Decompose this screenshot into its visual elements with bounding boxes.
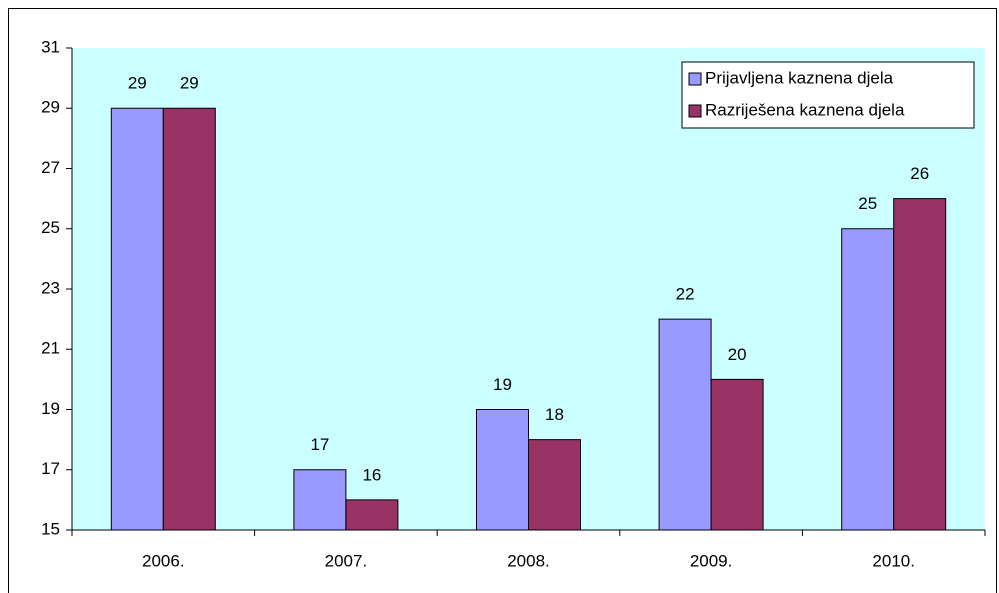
data-label: 20 [728, 345, 747, 364]
x-tick-label: 2006. [142, 551, 185, 570]
legend-label: Razriješena kaznena djela [705, 100, 905, 119]
bar [476, 409, 529, 531]
bar [293, 469, 347, 531]
bar [110, 107, 164, 531]
data-label: 29 [128, 74, 147, 93]
data-label: 16 [362, 465, 381, 484]
data-label: 19 [493, 375, 512, 394]
y-tick-label: 19 [41, 399, 60, 418]
data-label: 29 [180, 74, 199, 93]
y-tick-label: 17 [41, 459, 60, 478]
y-tick-label: 31 [41, 37, 60, 56]
bar [658, 318, 712, 531]
legend-swatch [688, 72, 702, 86]
y-tick-label: 25 [41, 218, 60, 237]
y-tick-label: 27 [41, 158, 60, 177]
data-label: 26 [910, 164, 929, 183]
bar [841, 228, 895, 531]
bar [893, 198, 947, 531]
y-tick-label: 23 [41, 278, 60, 297]
legend-swatch [688, 104, 702, 118]
x-tick-label: 2009. [690, 551, 733, 570]
data-label: 25 [858, 194, 877, 213]
data-label: 18 [545, 405, 564, 424]
x-tick-label: 2010. [872, 551, 915, 570]
x-tick-label: 2008. [507, 551, 550, 570]
bar [528, 439, 581, 531]
data-label: 22 [676, 285, 695, 304]
legend-box [681, 61, 975, 129]
bar [345, 499, 399, 531]
legend-label: Prijavljena kaznena djela [705, 68, 894, 87]
bar [710, 378, 764, 531]
x-tick-label: 2007. [325, 551, 368, 570]
data-label: 17 [310, 435, 329, 454]
y-tick-label: 29 [41, 98, 60, 117]
bar [162, 107, 216, 531]
y-tick-label: 21 [41, 339, 60, 358]
y-tick-label: 15 [41, 519, 60, 538]
